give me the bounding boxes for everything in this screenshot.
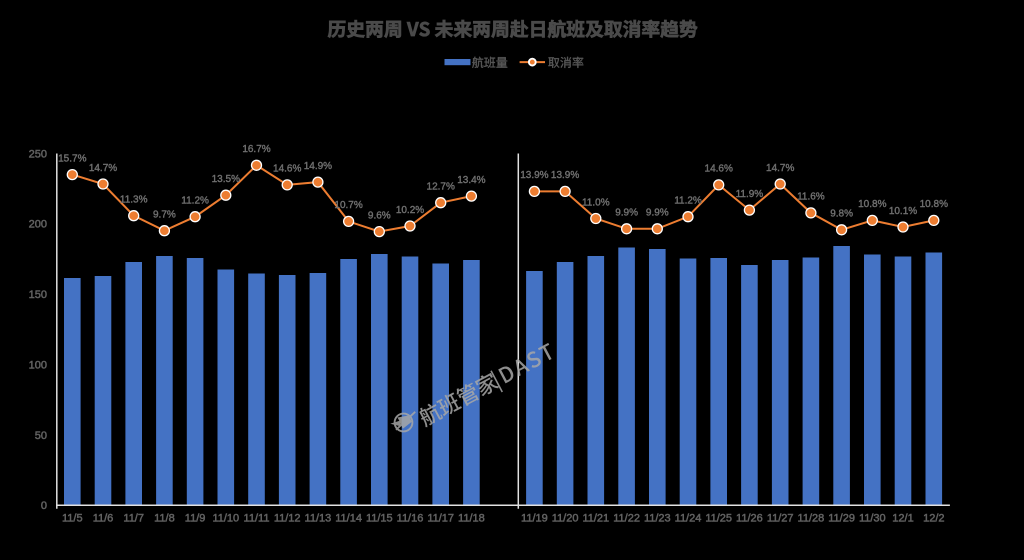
- svg-text:11/25: 11/25: [705, 513, 732, 525]
- svg-text:13.4%: 13.4%: [457, 175, 485, 186]
- svg-text:11/29: 11/29: [828, 513, 855, 525]
- svg-text:11.2%: 11.2%: [674, 196, 702, 207]
- svg-text:11/16: 11/16: [397, 513, 424, 525]
- svg-text:200: 200: [29, 219, 47, 231]
- svg-text:13.9%: 13.9%: [520, 170, 548, 181]
- svg-text:11/12: 11/12: [274, 513, 301, 525]
- svg-text:11/22: 11/22: [613, 513, 640, 525]
- svg-text:11/10: 11/10: [212, 513, 239, 525]
- svg-text:11/20: 11/20: [552, 513, 579, 525]
- svg-text:11/13: 11/13: [305, 513, 332, 525]
- svg-text:9.8%: 9.8%: [830, 209, 853, 220]
- svg-text:15.7%: 15.7%: [58, 153, 86, 164]
- svg-text:11/14: 11/14: [335, 513, 362, 525]
- svg-text:14.6%: 14.6%: [705, 164, 733, 175]
- svg-text:11/11: 11/11: [244, 513, 270, 525]
- svg-text:14.6%: 14.6%: [273, 164, 301, 175]
- svg-text:11/30: 11/30: [859, 513, 886, 525]
- svg-text:250: 250: [29, 148, 47, 160]
- svg-text:10.2%: 10.2%: [396, 205, 424, 216]
- svg-text:13.9%: 13.9%: [551, 170, 579, 181]
- svg-text:10.8%: 10.8%: [858, 199, 886, 210]
- svg-text:150: 150: [29, 289, 47, 301]
- svg-text:11/5: 11/5: [62, 513, 83, 525]
- svg-text:10.7%: 10.7%: [334, 200, 362, 211]
- svg-text:11.2%: 11.2%: [181, 196, 209, 207]
- svg-text:0: 0: [41, 500, 47, 512]
- svg-text:11/8: 11/8: [154, 513, 175, 525]
- svg-text:11/19: 11/19: [521, 513, 548, 525]
- svg-text:11.9%: 11.9%: [736, 189, 764, 200]
- svg-text:9.7%: 9.7%: [153, 210, 176, 221]
- svg-text:9.9%: 9.9%: [615, 208, 638, 219]
- svg-text:14.7%: 14.7%: [766, 163, 794, 174]
- svg-text:11/28: 11/28: [798, 513, 825, 525]
- svg-text:11.0%: 11.0%: [582, 197, 610, 208]
- svg-text:11/26: 11/26: [736, 513, 763, 525]
- svg-text:10.1%: 10.1%: [889, 206, 917, 217]
- svg-text:9.6%: 9.6%: [368, 210, 391, 221]
- svg-text:12.7%: 12.7%: [427, 182, 455, 193]
- svg-text:100: 100: [29, 359, 47, 371]
- svg-text:16.7%: 16.7%: [242, 144, 270, 155]
- svg-text:14.7%: 14.7%: [89, 163, 117, 174]
- svg-text:12/2: 12/2: [923, 513, 944, 525]
- svg-text:14.9%: 14.9%: [304, 161, 332, 172]
- svg-text:11/23: 11/23: [644, 513, 671, 525]
- svg-text:13.5%: 13.5%: [212, 174, 240, 185]
- svg-text:12/1: 12/1: [892, 513, 913, 525]
- svg-text:11/17: 11/17: [427, 513, 454, 525]
- svg-text:11/24: 11/24: [675, 513, 702, 525]
- svg-text:50: 50: [35, 430, 47, 442]
- svg-text:9.9%: 9.9%: [646, 208, 669, 219]
- svg-text:11.3%: 11.3%: [120, 195, 148, 206]
- svg-text:11/7: 11/7: [123, 513, 144, 525]
- svg-text:11/18: 11/18: [458, 513, 485, 525]
- svg-text:11/9: 11/9: [185, 513, 206, 525]
- svg-text:11/21: 11/21: [582, 513, 609, 525]
- svg-text:11/15: 11/15: [366, 513, 393, 525]
- svg-text:10.8%: 10.8%: [920, 199, 948, 210]
- svg-text:11.6%: 11.6%: [797, 192, 825, 203]
- svg-text:11/6: 11/6: [93, 513, 114, 525]
- svg-text:11/27: 11/27: [767, 513, 794, 525]
